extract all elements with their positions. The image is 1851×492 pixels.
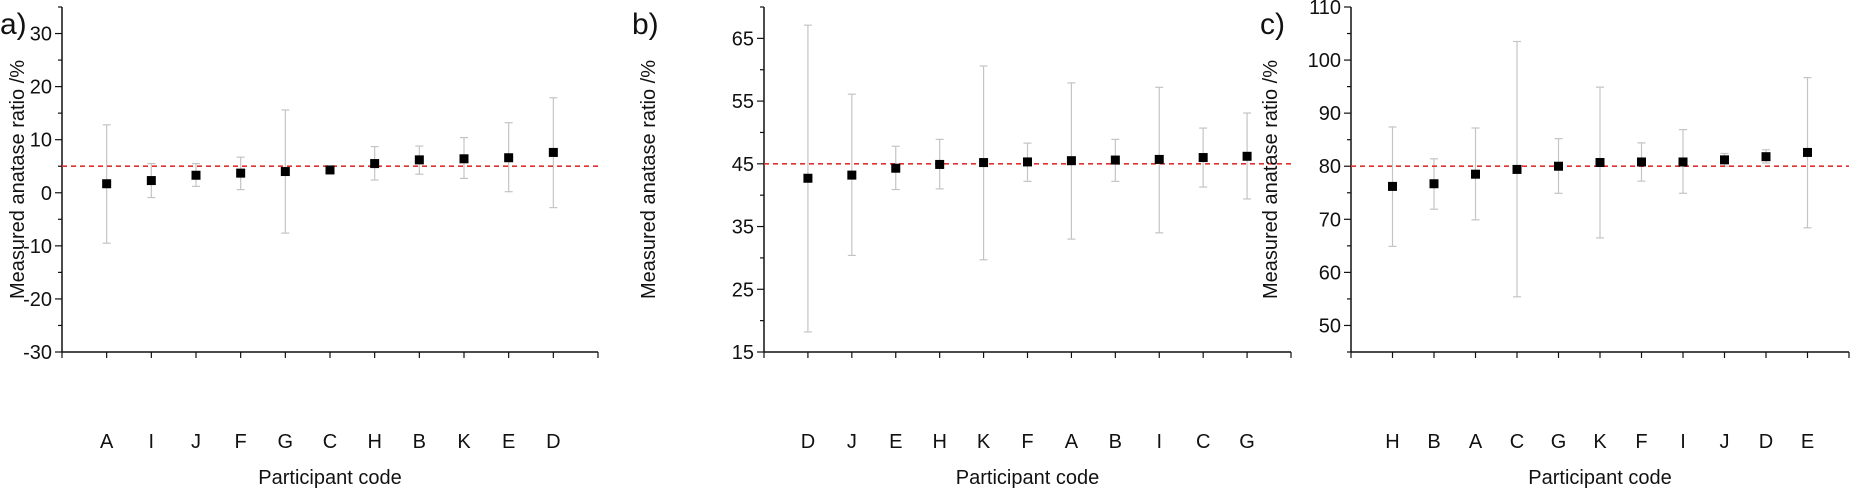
y-tick-label: 90 [1319,103,1341,125]
data-point-J [847,170,857,180]
y-tick-label: 110 [1309,0,1341,19]
x-tick-label: G [1551,431,1567,453]
y-tick-label: 15 [732,342,754,364]
y-tick-label: 35 [732,217,754,239]
data-point-F [236,168,246,178]
data-point-D [803,173,813,183]
x-tick-label: I [1680,431,1686,453]
x-tick-label: B [413,431,426,453]
x-tick-label: J [847,431,857,453]
x-tick-label: F [1021,431,1033,453]
y-tick-label: 80 [1319,156,1341,178]
data-point-F [1023,157,1032,167]
data-point-E [504,153,514,163]
data-point-I [146,176,156,186]
panel-b: b) 15 25 35 45 55 65 D J E H K F A B I C G Participant cod… [632,6,1292,489]
y-tick-label: 70 [1319,209,1341,231]
y-tick-label: 0 [41,183,52,205]
y-axis-title: Measured anatase ratio /% [7,60,29,299]
x-tick-label: F [235,431,247,453]
x-tick-label: K [977,431,991,453]
x-tick-label: I [1156,431,1162,453]
x-axis-title: Participant code [956,467,1099,489]
y-tick-label: 10 [30,130,52,152]
data-point-F [1637,157,1646,167]
y-tick-label: 50 [1319,315,1341,337]
data-point-C [1512,164,1522,174]
x-tick-label: B [1427,431,1440,453]
y-tick-label: 65 [732,28,754,50]
data-point-K [979,158,989,168]
x-tick-label: J [1720,431,1730,453]
panel-label: a) [0,8,27,41]
x-tick-label: A [100,431,114,453]
x-tick-label: I [149,431,155,453]
data-point-A [1471,169,1480,179]
x-axis-title: Participant code [258,467,401,489]
x-tick-label: C [1510,431,1524,453]
x-tick-label: A [1469,431,1483,453]
data-point-B [414,155,424,165]
y-tick-label: -20 [23,289,52,311]
data-point-E [891,163,901,173]
x-tick-label: G [1239,431,1255,453]
x-tick-label: K [457,431,471,453]
data-point-D [1761,152,1771,162]
y-axis-title: Measured anatase ratio /% [1260,60,1282,299]
data-point-J [1720,155,1729,165]
data-point-C [1198,153,1208,163]
panel-label: b) [632,8,659,41]
data-point-K [459,154,469,164]
data-point-E [1803,147,1812,157]
panel-label: c) [1260,8,1285,41]
data-point-D [548,147,558,157]
y-tick-label: -10 [23,236,52,258]
data-point-H [1388,181,1397,191]
x-tick-label: D [801,431,815,453]
panel-c: c) 50 60 70 80 90 100 110 H B A C G K F I J D E Participant… [1260,0,1850,489]
y-tick-label: 30 [30,24,52,46]
data-point-B [1110,155,1120,165]
y-tick-label: 100 [1308,50,1341,72]
x-tick-label: E [1801,431,1814,453]
x-tick-label: E [889,431,902,453]
x-tick-label: H [932,431,946,453]
x-tick-label: F [1635,431,1647,453]
y-axis-title: Measured anatase ratio /% [638,60,660,299]
y-tick-label: -30 [23,342,52,364]
x-tick-label: D [546,431,560,453]
x-axis-title: Participant code [1528,467,1671,489]
data-point-I [1154,154,1164,164]
y-tick-label: 25 [732,279,754,301]
y-tick-label: 45 [732,154,754,176]
data-point-I [1678,157,1688,167]
x-tick-label: D [1759,431,1773,453]
data-point-H [370,159,380,169]
x-tick-label: C [1196,431,1210,453]
data-point-C [325,165,335,175]
data-point-B [1429,179,1439,189]
data-point-G [1242,151,1252,161]
data-point-H [935,159,945,169]
x-tick-label: J [191,431,201,453]
x-tick-label: C [323,431,337,453]
data-point-G [280,167,290,177]
data-point-J [191,170,201,180]
x-tick-label: K [1593,431,1607,453]
data-point-G [1554,161,1563,171]
data-point-A [1066,156,1076,166]
y-tick-label: 20 [30,77,52,99]
y-tick-label: 60 [1319,262,1341,284]
panel-a: a) -30 -20 -10 0 10 20 30 A I J F G C H B K E D Participant… [0,6,599,489]
x-tick-label: H [367,431,381,453]
x-tick-label: G [278,431,294,453]
data-point-K [1595,158,1605,168]
x-tick-label: H [1385,431,1399,453]
data-point-A [102,179,112,189]
x-tick-label: A [1065,431,1079,453]
x-tick-label: E [502,431,515,453]
x-tick-label: B [1109,431,1122,453]
y-tick-label: 55 [732,91,754,113]
